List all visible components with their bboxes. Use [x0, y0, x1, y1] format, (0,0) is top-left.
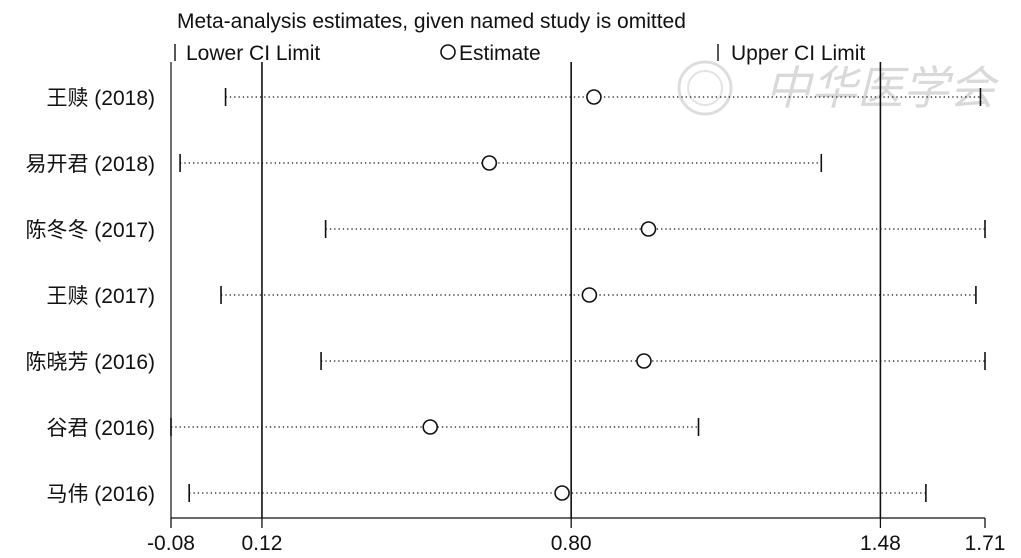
- legend-estimate-label: Estimate: [459, 42, 541, 65]
- estimate-point-0: [586, 89, 602, 105]
- plot-area: [170, 62, 986, 518]
- x-tick-label-3: 1.48: [860, 532, 901, 555]
- x-tick-label-4: 1.71: [965, 532, 1006, 555]
- x-tick-label-1: 0.12: [242, 532, 283, 555]
- study-label-6: 马伟 (2016): [46, 483, 155, 506]
- study-label-1: 易开君 (2018): [25, 153, 155, 176]
- study-label-4: 陈晓芳 (2016): [25, 351, 155, 374]
- estimate-point-6: [554, 485, 570, 501]
- legend-estimate-marker: [440, 44, 456, 60]
- estimate-point-1: [481, 155, 498, 171]
- watermark-seal-inner: [687, 70, 723, 106]
- x-tick-label-2: 0.80: [551, 532, 592, 555]
- estimate-point-2: [640, 221, 657, 237]
- study-label-3: 王赎 (2017): [46, 285, 155, 308]
- study-label-5: 谷君 (2016): [46, 417, 155, 440]
- legend-lower-label: Lower CI Limit: [186, 42, 320, 65]
- x-tick-label-0: -0.08: [147, 532, 195, 555]
- estimate-point-5: [422, 419, 439, 435]
- legend-upper-label: Upper CI Limit: [731, 42, 865, 65]
- watermark-text: 中华医学会: [765, 61, 1000, 115]
- study-label-0: 王赎 (2018): [46, 87, 155, 110]
- study-label-2: 陈冬冬 (2017): [25, 219, 155, 242]
- study-labels: 王赎 (2018) 易开君 (2018) 陈冬冬 (2017) 王赎 (2017) 陈晓…: [25, 87, 155, 506]
- estimate-point-4: [636, 353, 652, 369]
- legend: Lower CI Limit Estimate Upper CI Limit: [174, 42, 865, 65]
- chart-title: Meta-analysis estimates, given named stu…: [177, 10, 686, 33]
- estimate-point-3: [581, 287, 598, 303]
- watermark: 中华医学会: [677, 60, 1000, 116]
- x-axis: -0.08 0.12 0.80 1.48 1.71: [147, 517, 1006, 555]
- watermark-seal-icon: [677, 60, 733, 116]
